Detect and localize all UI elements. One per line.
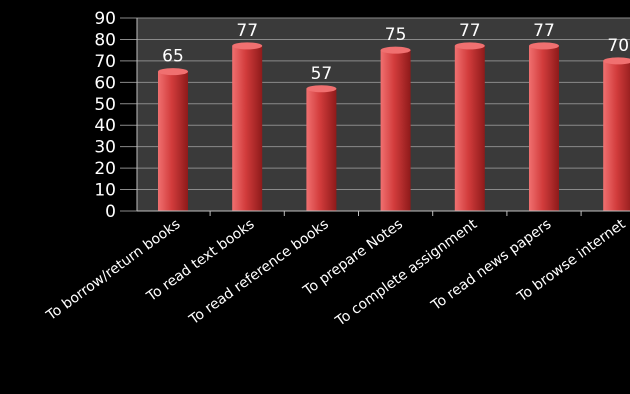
- data-label: 70: [607, 36, 629, 56]
- bar-top-cap: [232, 42, 263, 50]
- bar: [232, 45, 263, 211]
- y-tick-label: 50: [94, 95, 116, 115]
- bar: [306, 88, 337, 211]
- bar: [158, 71, 188, 211]
- x-tick-label: To complete assignment: [332, 216, 481, 330]
- data-label: 77: [459, 21, 481, 41]
- y-tick-label: 10: [94, 181, 116, 201]
- y-tick-label: 30: [94, 138, 116, 158]
- bar-top-cap: [529, 42, 559, 50]
- bar: [380, 50, 411, 211]
- bar-top-cap: [380, 46, 411, 54]
- y-tick-label: 60: [94, 73, 116, 93]
- bar: [454, 45, 485, 211]
- y-tick-label: 80: [94, 30, 116, 50]
- bar-top-cap: [454, 42, 485, 50]
- bar-top-cap: [306, 85, 337, 93]
- x-tick-label: To borrow/return books: [43, 216, 183, 324]
- data-label: 65: [162, 47, 184, 67]
- bar: [603, 60, 630, 212]
- y-tick-label: 70: [94, 52, 116, 72]
- y-tick-label: 40: [94, 116, 116, 136]
- bar-top-cap: [603, 57, 630, 65]
- x-tick-label: To read news papers: [428, 216, 555, 314]
- data-label: 77: [236, 21, 258, 41]
- y-tick-label: 0: [105, 202, 116, 222]
- y-tick-label: 90: [94, 9, 116, 29]
- data-label: 77: [533, 21, 555, 41]
- data-label: 57: [311, 64, 333, 84]
- data-label: 75: [385, 25, 407, 45]
- x-tick-label: To read reference books: [186, 216, 332, 328]
- bar: [529, 45, 559, 211]
- bar-top-cap: [158, 68, 188, 76]
- y-tick-label: 20: [94, 159, 116, 179]
